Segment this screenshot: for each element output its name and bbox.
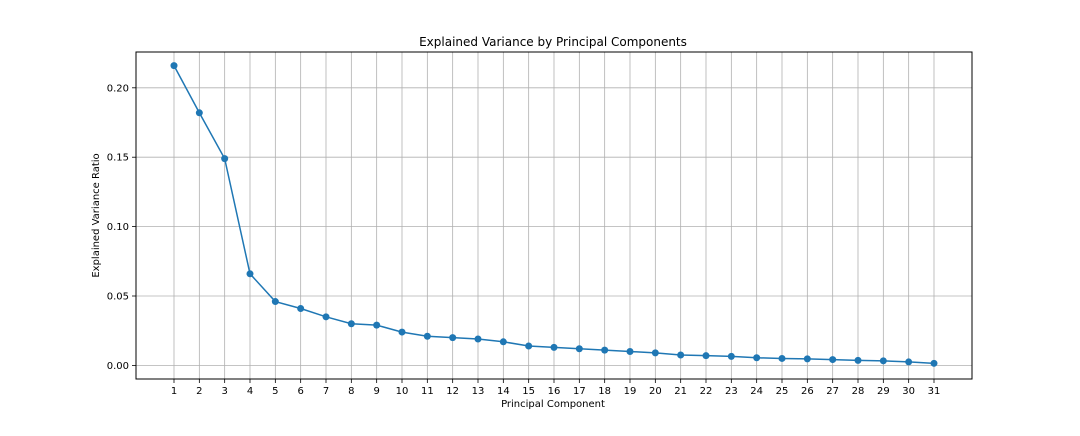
- data-point: [702, 352, 710, 360]
- x-tick-label: 7: [323, 386, 329, 397]
- x-axis-label: Principal Component: [501, 399, 605, 410]
- data-point: [221, 155, 229, 163]
- data-point: [195, 109, 203, 117]
- data-point: [829, 356, 837, 364]
- data-point: [753, 354, 761, 362]
- x-tick-label: 15: [522, 386, 535, 397]
- x-tick-label: 22: [700, 386, 713, 397]
- data-point: [423, 332, 431, 340]
- x-tick-label: 16: [548, 386, 561, 397]
- data-point: [297, 304, 305, 312]
- data-point: [854, 356, 862, 364]
- y-tick-label: 0.15: [107, 153, 129, 164]
- y-axis-label: Explained Variance Ratio: [91, 153, 102, 277]
- data-point: [525, 342, 533, 350]
- data-point: [170, 62, 178, 70]
- data-point: [271, 298, 279, 306]
- data-point: [322, 313, 330, 321]
- x-tick-label: 21: [674, 386, 687, 397]
- data-point: [778, 354, 786, 362]
- x-tick-label: 8: [348, 386, 354, 397]
- y-tick-label: 0.00: [107, 361, 129, 372]
- y-tick-label: 0.05: [107, 292, 129, 303]
- x-tick-label: 14: [497, 386, 510, 397]
- y-tick-label: 0.10: [107, 222, 129, 233]
- data-point: [727, 352, 735, 360]
- ticks-layer: 1 2 3 4 5 6 7 8 9 10 11 12 13 14 15 16 17 18 19 20 21 22 23 24 2…: [107, 83, 941, 397]
- data-point: [449, 334, 457, 342]
- x-tick-label: 27: [826, 386, 839, 397]
- y-tick-label: 0.20: [107, 83, 129, 94]
- data-point: [930, 359, 938, 367]
- x-tick-label: 29: [877, 386, 890, 397]
- x-tick-label: 26: [801, 386, 814, 397]
- data-point: [347, 320, 355, 328]
- data-point: [677, 351, 685, 359]
- x-tick-label: 19: [624, 386, 637, 397]
- data-point: [905, 358, 913, 366]
- x-tick-label: 10: [396, 386, 409, 397]
- x-tick-label: 25: [776, 386, 789, 397]
- data-point: [246, 270, 254, 278]
- x-tick-label: 20: [649, 386, 662, 397]
- x-tick-label: 1: [171, 386, 177, 397]
- x-tick-label: 5: [272, 386, 278, 397]
- chart-title: Explained Variance by Principal Componen…: [419, 35, 687, 49]
- data-point: [879, 357, 887, 365]
- data-point: [803, 355, 811, 363]
- x-tick-label: 17: [573, 386, 586, 397]
- x-tick-label: 28: [852, 386, 865, 397]
- data-point: [474, 335, 482, 343]
- data-point: [601, 346, 609, 354]
- x-tick-label: 11: [421, 386, 434, 397]
- data-point: [398, 328, 406, 336]
- x-tick-label: 2: [196, 386, 202, 397]
- grid-layer: [136, 52, 972, 379]
- x-tick-label: 31: [928, 386, 941, 397]
- x-tick-label: 9: [373, 386, 379, 397]
- x-tick-label: 30: [902, 386, 915, 397]
- x-tick-label: 6: [297, 386, 303, 397]
- x-tick-label: 12: [446, 386, 459, 397]
- data-point: [575, 345, 583, 353]
- x-tick-label: 24: [750, 386, 763, 397]
- data-point: [499, 338, 507, 346]
- x-tick-label: 4: [247, 386, 253, 397]
- data-point: [651, 349, 659, 357]
- series-layer: [170, 62, 938, 367]
- x-tick-label: 3: [221, 386, 227, 397]
- data-point: [626, 348, 634, 356]
- data-point: [550, 343, 558, 351]
- x-tick-label: 18: [598, 386, 611, 397]
- x-tick-label: 23: [725, 386, 738, 397]
- x-tick-label: 13: [472, 386, 485, 397]
- data-point: [373, 321, 381, 329]
